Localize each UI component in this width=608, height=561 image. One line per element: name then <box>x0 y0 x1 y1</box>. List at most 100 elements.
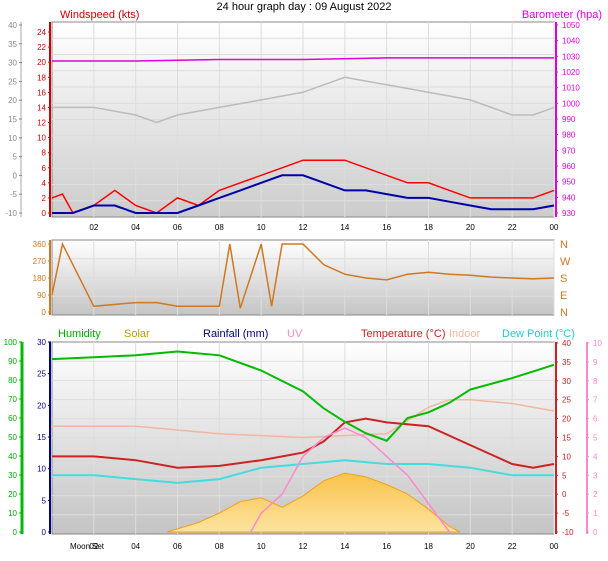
windspeed-tick-1: 22 <box>37 43 46 52</box>
p1-xtick-1: 04 <box>131 223 140 232</box>
baro-tick-5: 1000 <box>562 99 580 108</box>
baro-tick-4: 1010 <box>562 84 580 93</box>
temp-tick-6: 10 <box>562 452 571 461</box>
p1-xtick-10: 22 <box>508 223 517 232</box>
barometer-ticks: 1050 1040 1030 1020 1010 1000 990 980 970 960 950 9… <box>555 21 580 218</box>
series-barometer-hpa- <box>52 57 554 62</box>
compass-4: N <box>560 307 568 319</box>
panel1-gridlines <box>52 22 555 217</box>
direction-tick-2: 180 <box>33 274 47 283</box>
panel3-x-ticks: 02 04 06 08 10 12 14 16 18 20 22 00 <box>89 542 559 551</box>
uv-tick-5: 5 <box>593 434 598 443</box>
series-barometer-grey- <box>52 76 555 124</box>
uv-tick-4: 6 <box>593 415 598 424</box>
windspeed-tick-4: 16 <box>37 88 46 97</box>
humidity-tick-7: 30 <box>8 471 17 480</box>
panel2-gridlines <box>52 240 555 315</box>
uv-tick-0: 10 <box>593 339 602 348</box>
uv-tick-6: 4 <box>593 452 598 461</box>
p1-xtick-5: 12 <box>299 223 308 232</box>
p3-xtick-2: 06 <box>173 542 182 551</box>
panel3-series <box>51 350 555 533</box>
chart-title: 24 hour graph day : 09 August 2022 <box>217 1 392 13</box>
humidity-tick-5: 50 <box>8 433 17 442</box>
p1-xtick-4: 10 <box>257 223 266 232</box>
windspeed-tick-5: 14 <box>37 103 46 112</box>
uv-tick-7: 3 <box>593 471 598 480</box>
humidity-tick-10: 0 <box>13 528 18 537</box>
temp-tick-9: -5 <box>562 509 570 518</box>
uv-tick-9: 1 <box>593 509 598 518</box>
legend-humidity: Humidity <box>58 328 101 340</box>
temp-tick-10: -10 <box>562 528 574 537</box>
uv-tick-1: 9 <box>593 358 598 367</box>
uv-tick-10: 0 <box>593 528 598 537</box>
legend-rain: Rainfall (mm) <box>203 328 268 340</box>
windspeed-tick-6: 12 <box>37 119 46 128</box>
rain-tick-4: 10 <box>37 465 46 474</box>
windspeed-tick-8: 8 <box>42 149 47 158</box>
baro-tick-10: 950 <box>562 178 576 187</box>
rain-tick-0: 30 <box>37 338 46 347</box>
uv-tick-3: 7 <box>593 396 598 405</box>
outer-tick-0: 40 <box>8 21 17 30</box>
series-humidity <box>51 350 555 442</box>
temp-tick-5: 15 <box>562 434 571 443</box>
panel1-x-ticks: 02 04 06 08 10 12 14 16 18 20 22 00 <box>89 223 559 232</box>
p1-xtick-7: 16 <box>382 223 391 232</box>
rain-tick-1: 25 <box>37 370 46 379</box>
outer-tick-7: 5 <box>13 153 18 162</box>
humidity-tick-1: 90 <box>8 357 17 366</box>
series-uv <box>250 427 451 533</box>
p3-xtick-0: 02 <box>89 542 98 551</box>
outer-tick-6: 10 <box>8 134 17 143</box>
legend-temp: Temperature (°C) <box>361 328 445 340</box>
humidity-tick-3: 70 <box>8 395 17 404</box>
temp-tick-7: 5 <box>562 471 567 480</box>
compass-1: W <box>560 256 571 268</box>
baro-tick-6: 990 <box>562 115 576 124</box>
series-average-wind <box>52 174 555 214</box>
series-temperature-c- <box>52 417 555 469</box>
humidity-tick-8: 20 <box>8 490 17 499</box>
humidity-tick-2: 80 <box>8 376 17 385</box>
series-wind-direction <box>51 241 555 309</box>
direction-tick-3: 90 <box>37 291 46 300</box>
uv-tick-2: 8 <box>593 377 598 386</box>
outer-tick-3: 25 <box>8 77 17 86</box>
windspeed-tick-11: 2 <box>42 194 47 203</box>
p3-xtick-6: 14 <box>340 542 349 551</box>
outer-ticks: 40 35 30 25 20 15 10 5 0 -5 -10 <box>5 21 22 218</box>
p3-xtick-1: 04 <box>131 542 140 551</box>
legend-dewpoint: Dew Point (°C) <box>502 328 575 340</box>
baro-tick-8: 970 <box>562 146 576 155</box>
rain-tick-3: 15 <box>37 433 46 442</box>
legend-solar: Solar <box>124 328 150 340</box>
outer-tick-10: -10 <box>5 209 17 218</box>
p3-xtick-9: 20 <box>466 542 475 551</box>
windspeed-tick-9: 6 <box>42 164 47 173</box>
p1-xtick-2: 06 <box>173 223 182 232</box>
baro-tick-9: 960 <box>562 162 576 171</box>
windspeed-tick-2: 20 <box>37 58 46 67</box>
baro-tick-1: 1040 <box>562 37 580 46</box>
windspeed-tick-10: 4 <box>42 179 47 188</box>
series-dew-point-c- <box>52 459 554 484</box>
panel1-series <box>51 57 555 214</box>
windspeed-tick-7: 10 <box>37 134 46 143</box>
set-label: Set <box>92 542 105 551</box>
p3-xtick-7: 16 <box>382 542 391 551</box>
moon-label: Moon <box>70 542 90 551</box>
compass-3: E <box>560 290 567 302</box>
outer-tick-9: -5 <box>10 190 18 199</box>
p3-xtick-8: 18 <box>424 542 433 551</box>
p1-xtick-3: 08 <box>215 223 224 232</box>
panel2-series <box>51 241 555 309</box>
p1-xtick-8: 18 <box>424 223 433 232</box>
baro-tick-12: 930 <box>562 209 576 218</box>
baro-tick-11: 940 <box>562 193 576 202</box>
